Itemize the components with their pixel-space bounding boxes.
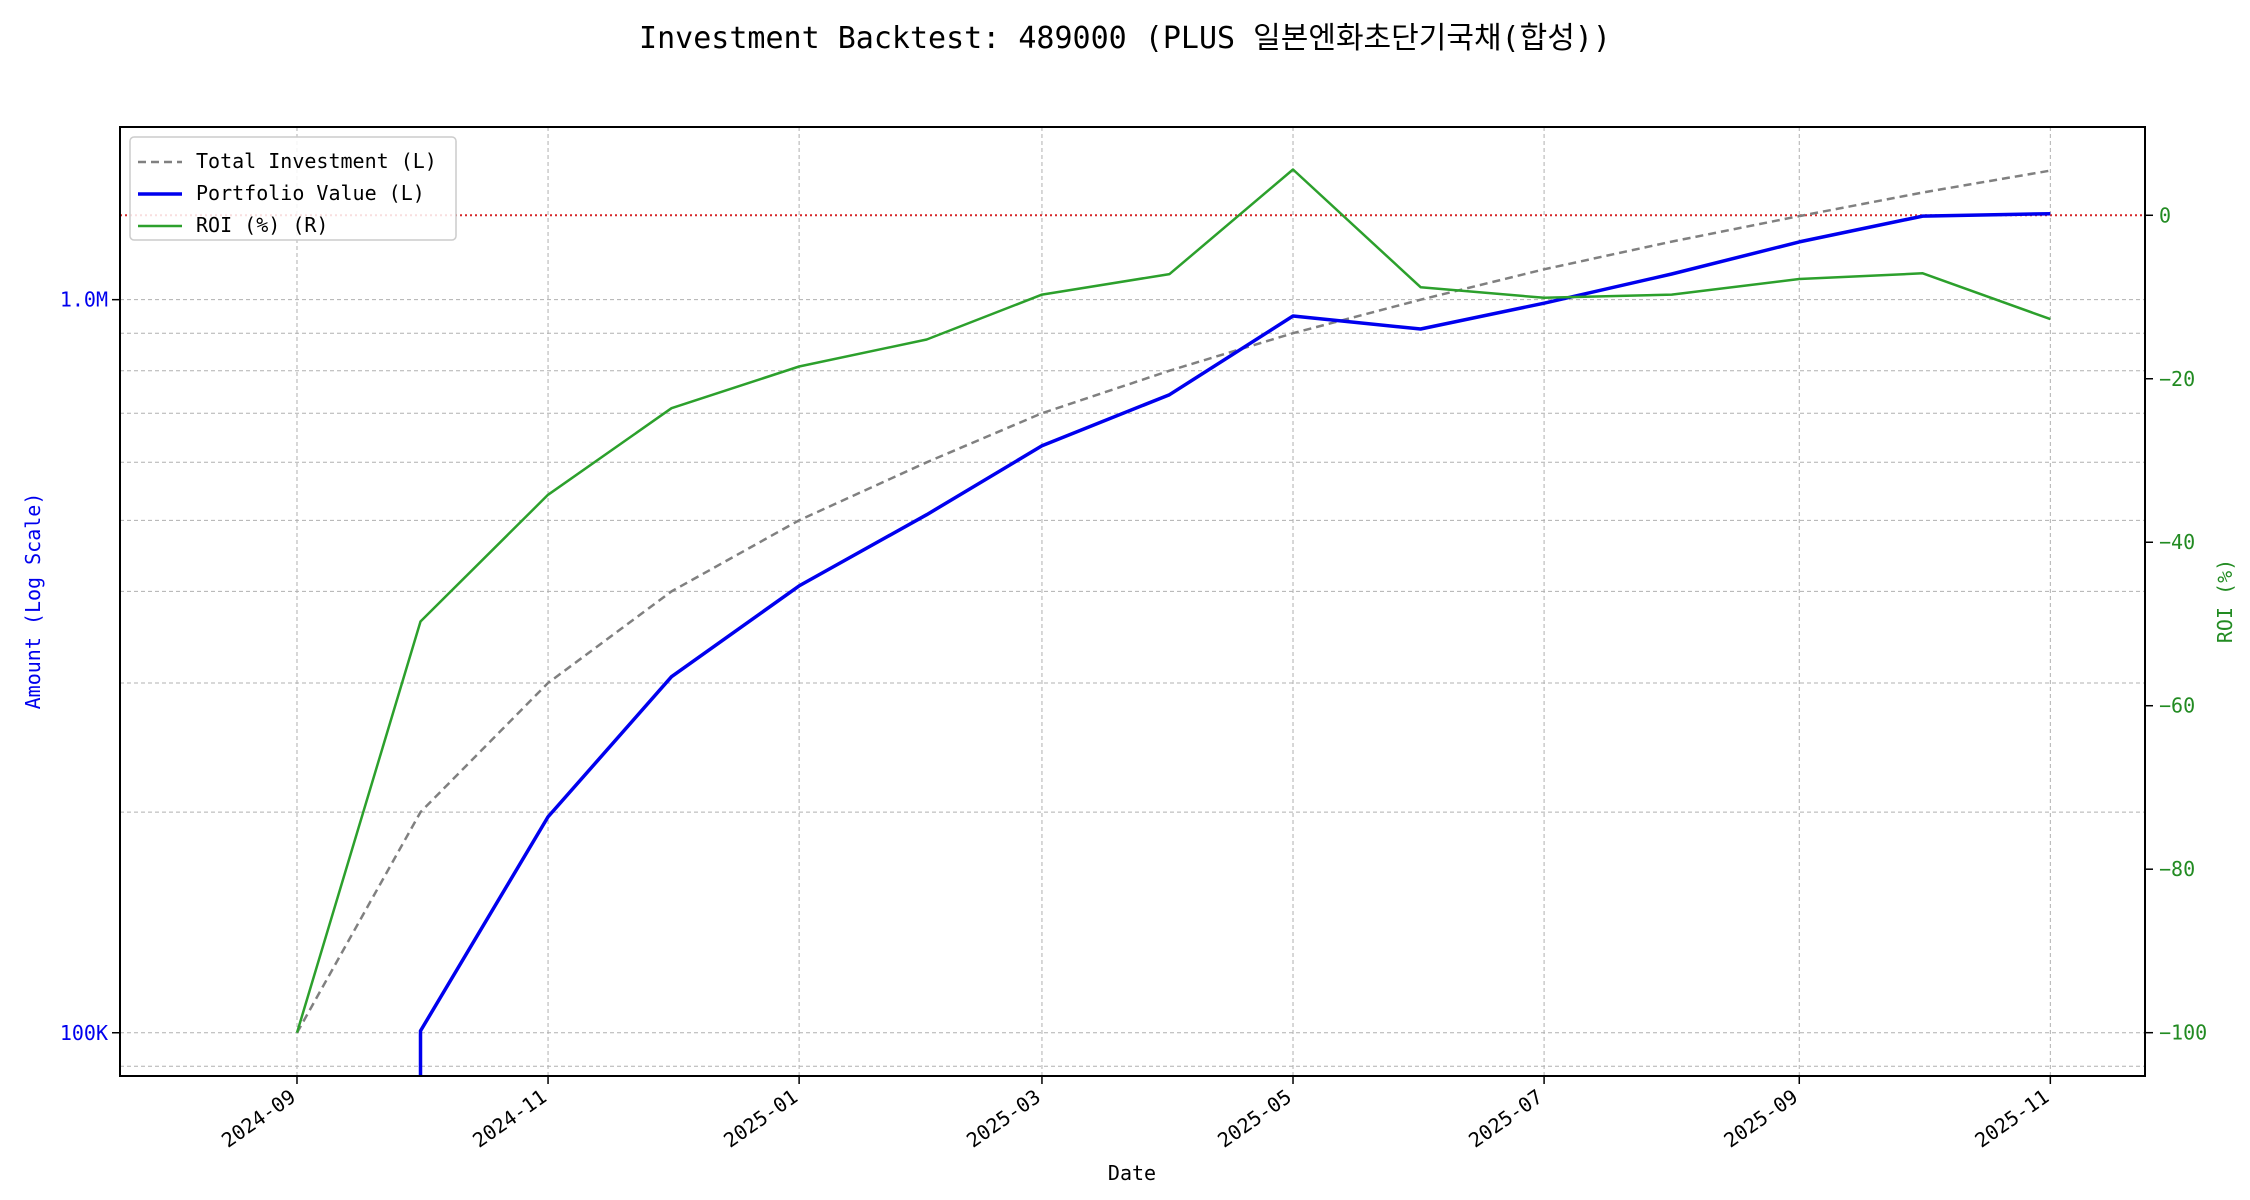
legend-box <box>129 136 457 241</box>
chart-title: Investment Backtest: 489000 (PLUS 일본엔화초단… <box>639 21 1611 56</box>
y-right-tick-label: 0 <box>2159 203 2171 227</box>
y-axis-left: 100K 1.0M <box>60 288 120 1045</box>
x-tick-label: 2025-05 <box>1213 1084 1296 1152</box>
grid <box>120 127 2145 1076</box>
legend: Total Investment (L) Portfolio Value (L) R… <box>129 136 457 241</box>
x-tick-label: 2025-09 <box>1719 1084 1802 1152</box>
series-line-total-investment <box>295 169 2051 1034</box>
y-right-tick-label: −100 <box>2159 1021 2207 1045</box>
legend-label: Portfolio Value (L) <box>196 181 425 205</box>
x-axis: 2024-09 2024-11 2025-01 2025-03 2025-05 2025-… <box>217 1076 2053 1152</box>
x-tick-label: 2025-03 <box>962 1084 1045 1152</box>
y-left-tick-label: 1.0M <box>60 288 108 312</box>
series-group <box>295 168 2051 1076</box>
y-left-tick-label: 100K <box>60 1021 108 1045</box>
x-axis-label: Date <box>1108 1161 1156 1185</box>
series-line-roi <box>295 168 2051 1034</box>
plot-frame <box>119 126 2146 1077</box>
y-right-tick-label: −80 <box>2159 857 2195 881</box>
series-line-portfolio-value <box>418 211 2051 1076</box>
y-axis-right: 0 −20 −40 −60 −80 −100 <box>2145 203 2207 1045</box>
x-tick-label: 2025-01 <box>719 1084 802 1152</box>
x-tick-label: 2025-11 <box>1970 1084 2053 1152</box>
legend-label: ROI (%) (R) <box>196 213 328 237</box>
y-axis-left-label: Amount (Log Scale) <box>21 493 45 710</box>
x-tick-label: 2024-11 <box>468 1084 551 1152</box>
legend-label: Total Investment (L) <box>196 149 437 173</box>
y-right-tick-label: −20 <box>2159 367 2195 391</box>
y-right-tick-label: −40 <box>2159 530 2195 554</box>
y-right-tick-label: −60 <box>2159 694 2195 718</box>
x-tick-label: 2025-07 <box>1464 1084 1547 1152</box>
x-tick-label: 2024-09 <box>217 1084 300 1152</box>
y-axis-right-label: ROI (%) <box>2213 559 2237 643</box>
